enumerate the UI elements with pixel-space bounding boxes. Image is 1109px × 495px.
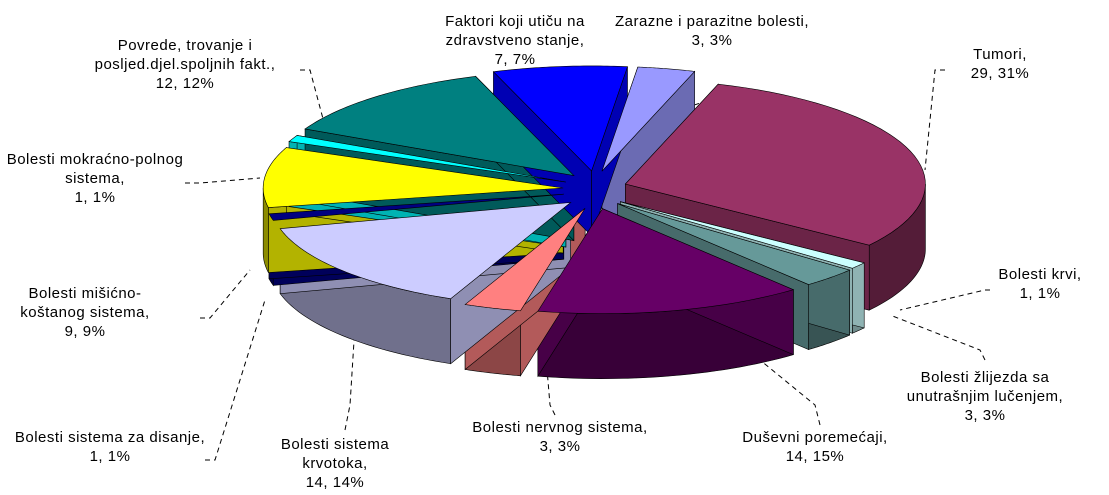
slice-label: Bolesti žlijezda sa unutrašnjim lučenjem… — [885, 368, 1085, 425]
slice-label: Bolesti sistema za disanje, 1, 1% — [10, 428, 210, 466]
slice — [279, 202, 572, 300]
leader-line — [889, 314, 986, 361]
slice-label: Bolesti nervnog sistema, 3, 3% — [440, 418, 680, 456]
slice — [624, 83, 926, 246]
leader-line — [759, 359, 821, 426]
value-label: 9, 9% — [64, 323, 106, 340]
leader-line — [544, 344, 556, 416]
value-label: 3, 3% — [691, 32, 733, 49]
slice — [601, 66, 696, 172]
slice-label: Bolesti sistema krvotoka, 14, 14% — [255, 435, 415, 492]
category-name: Bolesti mišićno-koštanog sistema, — [20, 285, 150, 321]
leader-line — [899, 289, 990, 311]
value-label: 29, 31% — [970, 65, 1030, 82]
leader-line — [205, 299, 266, 461]
value-label: 14, 15% — [785, 448, 845, 465]
slice-label: Zarazne i parazitne bolesti, 3, 3% — [612, 12, 812, 50]
value-label: 3, 3% — [539, 438, 581, 455]
leader-line — [200, 269, 251, 319]
slice-label: Tumori, 29, 31% — [940, 45, 1060, 83]
category-name: Povrede, trovanje i posljed.djel.spoljni… — [94, 37, 276, 73]
leader-line — [344, 324, 356, 431]
category-name: Bolesti sistema za disanje, — [14, 429, 206, 446]
value-label: 1, 1% — [89, 448, 131, 465]
slice — [617, 203, 851, 285]
slice-label: Povrede, trovanje i posljed.djel.spoljni… — [60, 36, 310, 93]
slice — [537, 208, 795, 314]
slice-label: Bolesti mokraćno-polnog sistema, 1, 1% — [5, 150, 185, 207]
category-name: Tumori, — [973, 46, 1027, 63]
category-name: Bolesti žlijezda sa unutrašnjim lučenjem… — [906, 369, 1064, 405]
slice-label: Bolesti krvi, 1, 1% — [985, 265, 1095, 303]
value-label: 1, 1% — [1019, 285, 1061, 302]
value-label: 14, 14% — [305, 474, 365, 491]
value-label: 7, 7% — [494, 51, 536, 68]
category-name: Bolesti mokraćno-polnog sistema, — [6, 151, 184, 187]
slice — [288, 135, 566, 183]
leader-line — [300, 69, 331, 146]
slice — [492, 65, 628, 172]
category-name: Bolesti nervnog sistema, — [472, 419, 648, 436]
category-name: Zarazne i parazitne bolesti, — [614, 13, 810, 30]
slice — [262, 147, 564, 208]
category-name: Duševni poremećaji, — [742, 429, 888, 446]
category-name: Faktori koji utiču na zdravstveno stanje… — [445, 13, 585, 49]
leader-line — [185, 177, 261, 184]
slice — [304, 76, 575, 177]
slice — [620, 201, 866, 269]
leader-lines — [185, 69, 990, 461]
slice — [268, 193, 564, 221]
slice — [464, 208, 586, 312]
slice-label: Bolesti mišićno-koštanog sistema, 9, 9% — [10, 284, 160, 341]
value-label: 12, 12% — [155, 75, 215, 92]
leader-line — [924, 69, 945, 171]
category-name: Bolesti sistema krvotoka, — [280, 436, 390, 472]
slice-label: Duševni poremećaji, 14, 15% — [715, 428, 915, 466]
category-name: Bolesti krvi, — [998, 266, 1082, 283]
slice-tops — [262, 65, 926, 314]
value-label: 1, 1% — [74, 189, 116, 206]
slice-label: Faktori koji utiču na zdravstveno stanje… — [420, 12, 610, 69]
value-label: 3, 3% — [964, 407, 1006, 424]
